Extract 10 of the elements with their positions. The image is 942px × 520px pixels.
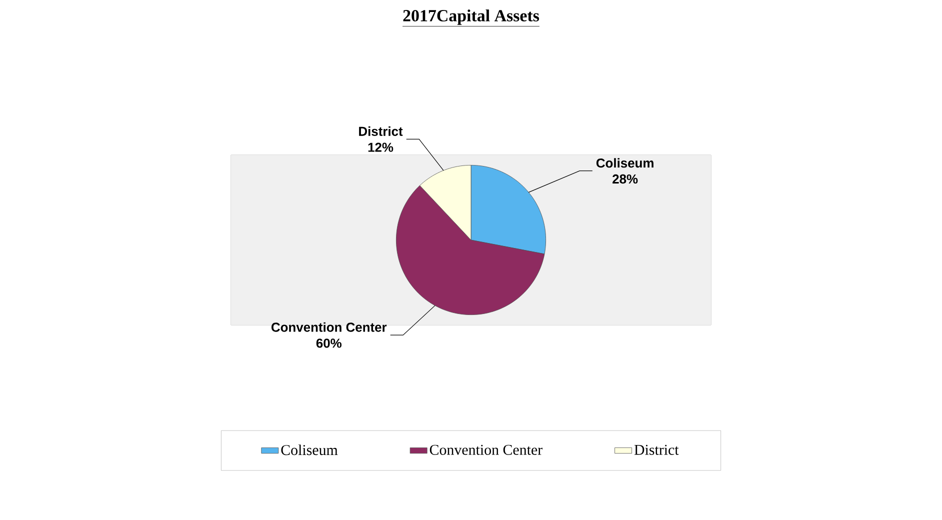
chart-title: 2017Capital Assets	[403, 10, 540, 25]
slice-label: District	[359, 126, 403, 136]
data-label: 12%	[368, 142, 394, 152]
data-label: 60%	[316, 338, 342, 348]
legend-label: District	[634, 444, 679, 455]
legend-label: Convention Center	[430, 444, 542, 455]
slice-label: Convention Center	[271, 322, 387, 332]
data-label: 28%	[612, 174, 638, 184]
legend-label: Coliseum	[281, 444, 338, 456]
slice-label: Coliseum	[596, 158, 654, 168]
